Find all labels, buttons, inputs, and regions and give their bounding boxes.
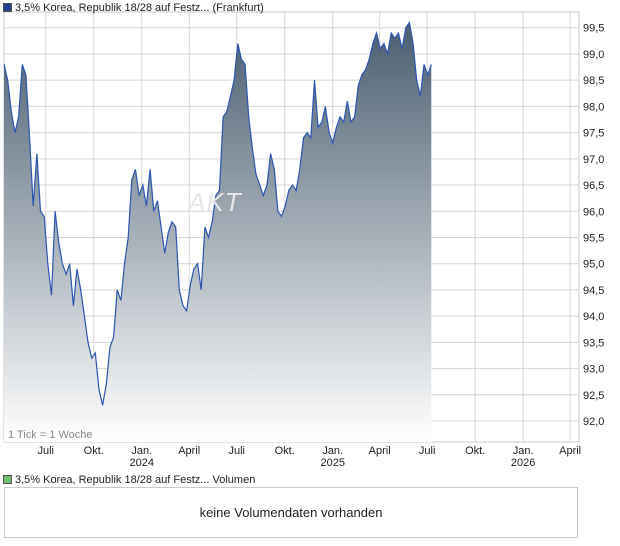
y-axis-labels: 92,0 92,5 93,0 93,5 94,0 94,5 95,0 95,5 96,0 96,5… bbox=[583, 23, 604, 428]
x-tick-label: Jan. bbox=[322, 445, 343, 457]
x-tick-year-label: 2024 bbox=[130, 457, 154, 469]
x-tick-label: April bbox=[369, 445, 391, 457]
y-tick-label: 92,0 bbox=[583, 416, 604, 428]
x-tick-label: April bbox=[178, 445, 200, 457]
price-area bbox=[4, 22, 432, 442]
y-tick-label: 98,0 bbox=[583, 101, 604, 113]
y-tick-label: 96,5 bbox=[583, 180, 604, 192]
x-tick-label: Jan. bbox=[131, 445, 152, 457]
volume-legend: 3,5% Korea, Republik 18/28 auf Festz... … bbox=[3, 474, 255, 487]
y-tick-label: 97,5 bbox=[583, 128, 604, 140]
volume-legend-swatch bbox=[3, 475, 12, 484]
x-tick-label: April bbox=[559, 445, 581, 457]
y-tick-label: 95,5 bbox=[583, 232, 604, 244]
price-legend-swatch bbox=[3, 3, 12, 12]
price-line bbox=[3, 20, 432, 406]
x-tick-label: Jan. bbox=[513, 445, 534, 457]
price-chart: 92,0 92,5 93,0 93,5 94,0 94,5 95,0 95,5 96,0 96,5… bbox=[3, 11, 604, 469]
price-legend: 3,5% Korea, Republik 18/28 auf Festz... … bbox=[3, 2, 264, 15]
x-tick-label: Juli bbox=[37, 445, 54, 457]
x-tick-label: Okt. bbox=[275, 445, 295, 457]
x-tick-year-label: 2025 bbox=[320, 457, 344, 469]
x-tick-label: Juli bbox=[419, 445, 436, 457]
y-tick-label: 99,5 bbox=[583, 23, 604, 35]
y-tick-label: 97,0 bbox=[583, 154, 604, 166]
y-tick-label: 94,5 bbox=[583, 285, 604, 297]
volume-legend-label: 3,5% Korea, Republik 18/28 auf Festz... … bbox=[15, 474, 256, 486]
x-tick-label: Okt. bbox=[465, 445, 485, 457]
y-tick-label: 94,0 bbox=[583, 311, 604, 323]
x-tick-label: Juli bbox=[228, 445, 245, 457]
x-tick-year-label: 2026 bbox=[511, 457, 535, 469]
y-tick-label: 99,0 bbox=[583, 49, 604, 61]
volume-panel: keine Volumendaten vorhanden bbox=[4, 487, 578, 538]
y-tick-label: 93,5 bbox=[583, 337, 604, 349]
volume-empty-message: keine Volumendaten vorhanden bbox=[199, 505, 383, 520]
tick-interval-note: 1 Tick = 1 Woche bbox=[8, 429, 93, 441]
y-tick-label: 92,5 bbox=[583, 390, 604, 402]
y-tick-label: 95,0 bbox=[583, 259, 604, 271]
x-tick-label: Okt. bbox=[84, 445, 104, 457]
y-tick-label: 96,0 bbox=[583, 206, 604, 218]
watermark-logo: AKT bbox=[188, 187, 242, 217]
y-tick-label: 98,5 bbox=[583, 75, 604, 87]
price-legend-label: 3,5% Korea, Republik 18/28 auf Festz... … bbox=[15, 2, 264, 14]
y-tick-label: 93,0 bbox=[583, 364, 604, 376]
